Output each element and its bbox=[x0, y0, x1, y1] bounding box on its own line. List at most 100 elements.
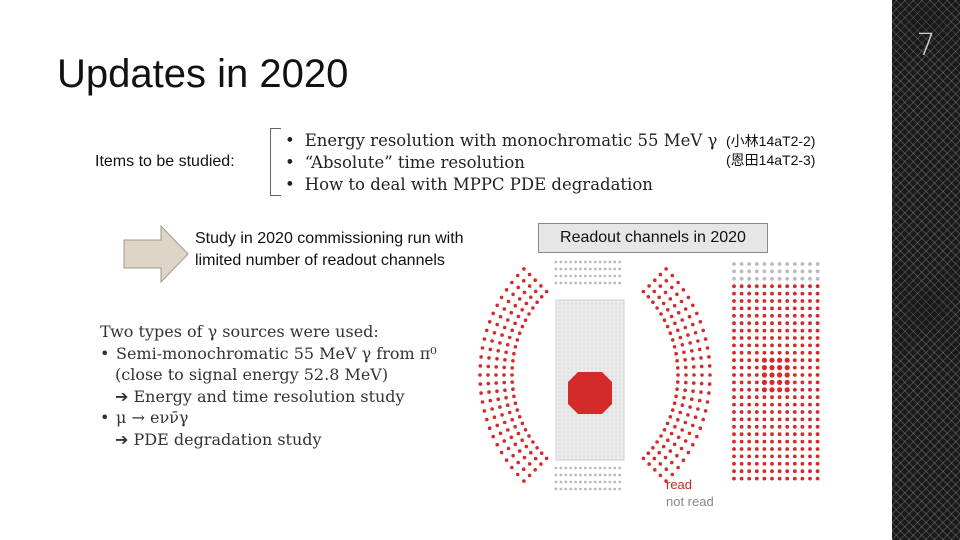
channel-outer-face bbox=[762, 461, 767, 466]
channel-outer-face bbox=[785, 276, 790, 281]
channel-outer-face bbox=[754, 365, 759, 370]
channel-outer-face bbox=[747, 350, 752, 355]
channel-outer-face bbox=[739, 469, 744, 474]
channel-left-arc bbox=[510, 280, 514, 285]
channel-right-arc bbox=[675, 359, 679, 363]
channel-right-arc bbox=[665, 324, 670, 329]
channel-outer-face bbox=[754, 454, 759, 459]
channel-left-arc bbox=[517, 449, 522, 453]
channel-right-arc bbox=[696, 407, 700, 411]
channel-center-bottom bbox=[584, 466, 587, 470]
channel-outer-face bbox=[808, 291, 812, 296]
channel-center-top bbox=[598, 267, 602, 271]
channel-center-bottom bbox=[554, 487, 558, 491]
channel-outer-face bbox=[747, 461, 752, 466]
channel-left-arc bbox=[531, 306, 535, 310]
channel-left-arc bbox=[502, 420, 507, 425]
channel-outer-face bbox=[770, 461, 774, 466]
channel-outer-face bbox=[754, 432, 759, 437]
channel-outer-face bbox=[815, 358, 820, 363]
channel-right-arc bbox=[655, 306, 659, 310]
channel-outer-face bbox=[754, 461, 759, 466]
channel-left-arc bbox=[512, 351, 516, 356]
channel-left-arc bbox=[486, 381, 491, 386]
channel-outer-face bbox=[739, 269, 744, 274]
channel-left-arc bbox=[494, 373, 498, 377]
channel-outer-face bbox=[792, 358, 797, 363]
channel-left-arc bbox=[535, 446, 539, 450]
channel-outer-face bbox=[732, 299, 736, 303]
channel-left-arc bbox=[495, 357, 499, 361]
channel-outer-face bbox=[785, 262, 790, 266]
channel-outer-face bbox=[732, 358, 736, 363]
channel-outer-face bbox=[815, 350, 820, 355]
channel-left-arc bbox=[478, 364, 483, 368]
channel-center-top bbox=[588, 274, 592, 278]
channel-center-bottom bbox=[564, 480, 568, 484]
channel-left-arc bbox=[490, 407, 494, 411]
gamma-sources-text: Two types of γ sources were used: • Semi-… bbox=[100, 321, 437, 451]
channel-right-arc bbox=[683, 325, 688, 330]
channel-outer-face bbox=[777, 379, 783, 385]
channel-outer-face bbox=[777, 365, 783, 371]
channel-outer-face bbox=[732, 365, 736, 370]
channel-outer-face bbox=[747, 410, 752, 414]
channel-center-top bbox=[584, 260, 587, 264]
channel-right-arc bbox=[641, 456, 646, 461]
channel-center-top bbox=[603, 267, 607, 271]
channel-center-bottom bbox=[608, 487, 612, 491]
channel-outer-face bbox=[815, 284, 820, 289]
channel-right-arc bbox=[692, 373, 696, 377]
channel-left-arc bbox=[533, 468, 537, 472]
channel-outer-face bbox=[747, 417, 752, 422]
channel-outer-face bbox=[770, 284, 774, 289]
channel-center-bottom bbox=[613, 480, 617, 484]
channel-outer-face bbox=[754, 328, 759, 333]
channel-left-arc bbox=[522, 267, 526, 271]
channel-outer-face bbox=[762, 410, 767, 414]
channel-left-arc bbox=[544, 289, 549, 294]
channel-left-arc bbox=[495, 303, 500, 308]
channel-left-arc bbox=[482, 409, 487, 413]
channel-center-top bbox=[559, 267, 563, 271]
channel-outer-face bbox=[777, 269, 782, 274]
channel-left-arc bbox=[502, 373, 506, 377]
channel-left-arc bbox=[527, 272, 532, 277]
channel-center-bottom bbox=[559, 487, 563, 491]
channel-center-bottom bbox=[554, 473, 558, 477]
channel-center-bottom bbox=[618, 473, 622, 477]
channel-right-arc bbox=[699, 381, 704, 386]
channel-outer-face bbox=[808, 306, 812, 311]
channel-right-arc bbox=[653, 468, 657, 472]
channel-outer-face bbox=[732, 410, 736, 414]
channel-outer-face bbox=[770, 417, 774, 422]
channel-outer-face bbox=[762, 432, 767, 437]
channel-outer-face bbox=[792, 269, 797, 274]
channel-center-bottom bbox=[618, 466, 622, 470]
channel-outer-face bbox=[732, 343, 736, 348]
channel-center-top bbox=[593, 260, 597, 264]
channel-right-arc bbox=[707, 391, 711, 395]
channel-outer-face bbox=[777, 476, 782, 481]
channel-left-arc bbox=[516, 285, 520, 290]
channel-right-arc bbox=[682, 350, 686, 355]
channel-outer-face bbox=[800, 350, 805, 355]
channel-outer-face bbox=[739, 365, 744, 370]
channel-center-bottom bbox=[613, 487, 617, 491]
channel-outer-face bbox=[754, 343, 759, 348]
channel-left-arc bbox=[517, 331, 522, 336]
channel-center-bottom bbox=[613, 466, 617, 470]
channel-outer-face bbox=[800, 262, 805, 266]
channel-outer-face bbox=[739, 476, 744, 481]
channel-center-top bbox=[564, 267, 568, 271]
channel-outer-face bbox=[792, 387, 797, 392]
channel-left-arc bbox=[515, 408, 520, 412]
channel-outer-face bbox=[815, 262, 820, 266]
legend-not-read: not read bbox=[666, 494, 714, 509]
channel-left-arc bbox=[490, 339, 494, 343]
channel-outer-face bbox=[815, 476, 820, 481]
channel-outer-face bbox=[777, 262, 782, 266]
channel-center-bottom bbox=[579, 466, 582, 470]
channel-outer-face bbox=[770, 291, 774, 296]
channel-center-top bbox=[574, 274, 577, 278]
